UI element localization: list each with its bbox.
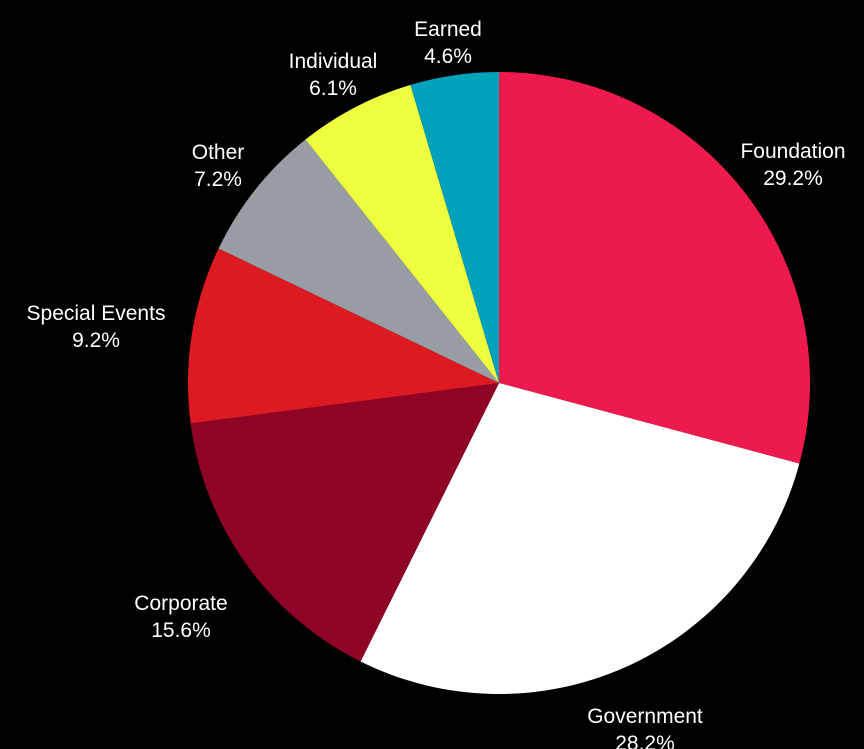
slice-label-value: 29.2% — [763, 167, 823, 190]
slice-label-name: Other — [192, 141, 245, 164]
slice-label-value: 4.6% — [424, 45, 472, 68]
slice-labels: Foundation 29.2% Government 28.2% Corporate 1… — [27, 18, 846, 749]
slice-label-name: Special Events — [27, 302, 166, 325]
pie-slice-earned — [410, 72, 499, 383]
slice-label-name: Foundation — [740, 140, 845, 163]
pie-slice-individual — [305, 84, 499, 384]
pie-slice-foundation — [499, 72, 810, 464]
slice-label-value: 6.1% — [309, 77, 357, 100]
pie-slice-other — [218, 139, 499, 383]
slice-label-name: Corporate — [134, 592, 227, 615]
slice-label-value: 15.6% — [151, 619, 211, 642]
slice-label-value: 7.2% — [194, 168, 242, 191]
slice-label-name: Individual — [289, 50, 378, 73]
slice-label-name: Government — [587, 705, 703, 728]
slice-label-value: 28.2% — [615, 732, 675, 749]
slice-label-name: Earned — [414, 18, 482, 41]
pie-slices — [187, 72, 810, 695]
pie-slice-government — [360, 383, 800, 695]
slice-label-value: 9.2% — [72, 329, 120, 352]
pie-slice-special-events — [187, 248, 499, 424]
pie-slice-corporate — [190, 383, 499, 662]
